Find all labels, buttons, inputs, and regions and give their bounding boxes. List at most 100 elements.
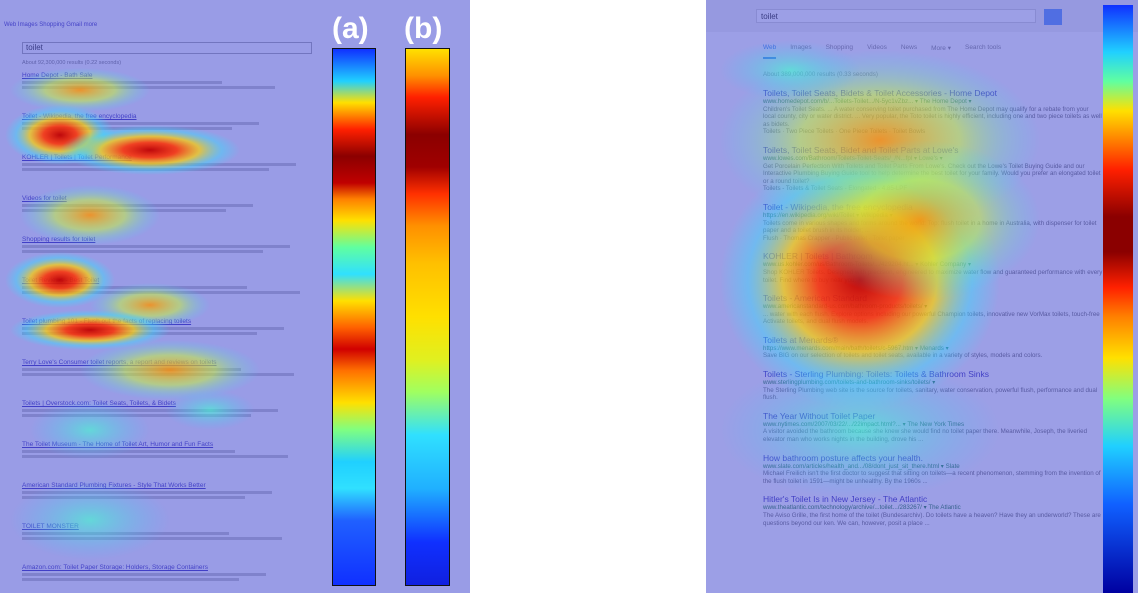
tabs: Web Images Shopping Videos News More ▾ Search … [763,44,1001,59]
results: Home Depot - Bath Sale Toilet - Wikipedia… [22,72,312,593]
result-url: www.theatlantic.com/technology/archive/.… [763,504,1103,512]
result: Home Depot - Bath Sale [22,72,312,89]
result-title[interactable]: Toilets at Menards® [763,335,1103,345]
snippet-line [22,491,272,494]
result: American Standard Plumbing Fixtures - St… [22,482,312,499]
snippet-lines [22,204,312,212]
result: Toilet Reviews - Best Toilet [22,277,312,294]
result-snippet: Save BIG on our selection of toilets and… [763,352,1103,360]
result-title: Videos for toilet [22,195,312,202]
snippet-lines [22,368,312,376]
result-url: www.us.kohler.com/us/Bathroom-Toilets/..… [763,261,1103,269]
label-b: (b) [404,12,442,46]
result: Terry Love's Consumer toilet reports, a … [22,359,312,376]
result-snippet: ... water with each flush. Explore optio… [763,311,1103,326]
result-count: About 389,000,000 results (0.33 seconds) [763,71,878,78]
result-links: Toilets - Toilets & Toilet Seats - Elong… [763,185,1103,193]
result-url: www.homedepot.com/b/...Toilets-Toilet...… [763,98,1103,106]
result-snippet: Toilets come in various shapes and forms… [763,220,1103,235]
tab[interactable]: News [901,44,917,59]
result-title: Terry Love's Consumer toilet reports, a … [22,359,312,366]
result-title[interactable]: KOHLER | Toilets | Bathroom [763,251,1103,261]
snippet-line [22,286,247,289]
snippet-line [22,168,269,171]
tab[interactable]: Web [763,44,776,59]
result-title: Toilet plumbing 101 - Flush out the fact… [22,318,312,325]
snippet-lines [22,122,312,130]
snippet-line [22,122,259,125]
result: Shopping results for toilet [22,236,312,253]
snippet-line [22,455,288,458]
snippet-line [22,537,282,540]
result-title: American Standard Plumbing Fixtures - St… [22,482,312,489]
result-title: Toilet Reviews - Best Toilet [22,277,312,284]
snippet-lines [22,450,312,458]
result-url: www.nytimes.com/2007/03/22/.../22impact.… [763,421,1103,429]
snippet-lines [22,286,312,294]
snippet-line [22,81,222,84]
snippet-lines [22,245,312,253]
tab[interactable]: Search tools [965,44,1001,59]
result-title: Home Depot - Bath Sale [22,72,312,79]
result: Toilets - Sterling Plumbing: Toilets: To… [763,369,1103,402]
result-snippet: Shop KOHLER Toilets. Designed with preci… [763,269,1103,284]
colorbar-a [332,48,376,586]
result-url: www.slate.com/articles/health_and.../08/… [763,463,1103,471]
snippet-line [22,127,232,130]
result-title[interactable]: Toilets, Toilet Seats, Bidets & Toilet A… [763,88,1103,98]
page: Web Images Shopping Gmail more toilet Ab… [0,0,1138,593]
result: Toilet - Wikipedia, the free encyclopedi… [22,113,312,130]
result-snippet: Michael Freilich isn't the first doctor … [763,470,1103,485]
snippet-line [22,373,294,376]
result-title[interactable]: The Year Without Toilet Paper [763,411,1103,421]
snippet-line [22,245,290,248]
result-title[interactable]: Toilets, Toilet Seats, Bidet and Toilet … [763,145,1103,155]
result: Toilets, Toilet Seats, Bidet and Toilet … [763,145,1103,193]
snippet-line [22,204,253,207]
result-links: Flush · Thomas Crapper · Public toilet ·… [763,235,1103,243]
result-count: About 92,300,000 results (0.22 seconds) [22,60,121,66]
colorbar-b [405,48,450,586]
result: Toilets | Overstock.com: Toilet Seats, T… [22,400,312,417]
snippet-lines [22,573,312,581]
snippet-lines [22,491,312,499]
result: Videos for toilet [22,195,312,212]
result-title: TOILET MONSTER [22,523,312,530]
snippet-lines [22,327,312,335]
result-snippet: Get Porcelain Perfection With Toilets an… [763,163,1103,186]
tab[interactable]: Shopping [826,44,853,59]
search-box: toilet [756,9,1036,23]
snippet-line [22,450,235,453]
tab[interactable]: Videos [867,44,887,59]
result-snippet: The Sterling Plumbing web site is the so… [763,387,1103,402]
result-title[interactable]: How bathroom posture affects your health… [763,453,1103,463]
result-snippet: Children's Toilet Seats. ... A water con… [763,106,1103,129]
snippet-line [22,327,284,330]
colorbar-right [1103,5,1133,593]
snippet-lines [22,81,312,89]
snippet-line [22,250,263,253]
search-button [1044,9,1062,25]
result-title[interactable]: Toilets - American Standard [763,293,1103,303]
snippet-lines [22,409,312,417]
result-title[interactable]: Toilets - Sterling Plumbing: Toilets: To… [763,369,1103,379]
result-title[interactable]: Hitler's Toilet Is in New Jersey - The A… [763,494,1103,504]
snippet-line [22,496,245,499]
result-title: KOHLER | Toilets | Toilet Performance [22,154,312,161]
tab[interactable]: More ▾ [931,44,951,59]
nav: Web Images Shopping Gmail more [4,22,97,28]
snippet-line [22,86,275,89]
tab[interactable]: Images [790,44,811,59]
snippet-line [22,163,296,166]
right-screenshot: toilet Web Images Shopping Videos News More ▾… [706,0,1138,593]
results: Toilets, Toilet Seats, Bidets & Toilet A… [763,88,1103,536]
left-screenshot: Web Images Shopping Gmail more toilet Ab… [0,0,470,593]
result-title[interactable]: Toilet - Wikipedia, the free encyclopedi… [763,202,1103,212]
result-url: https://en.wikipedia.org/wiki/Toilet ▾ W… [763,212,1103,220]
result-url: www.lowes.com/Bathroom/Toilets-Toilet-Se… [763,155,1103,163]
result-url: www.sterlingplumbing.com/toilets-and-bat… [763,379,1103,387]
result: How bathroom posture affects your health… [763,453,1103,486]
result: Hitler's Toilet Is in New Jersey - The A… [763,494,1103,527]
